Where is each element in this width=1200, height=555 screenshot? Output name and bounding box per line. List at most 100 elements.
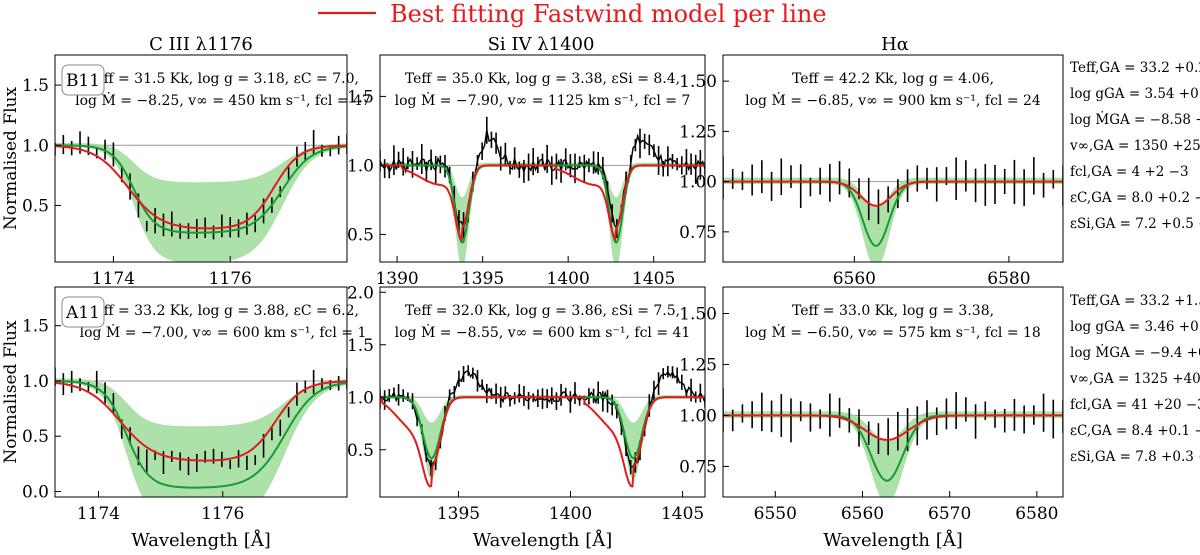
x-tick-label: 6580 xyxy=(1015,504,1058,524)
ga-uncertainty-band xyxy=(55,142,347,262)
x-tick-label: 1400 xyxy=(547,269,590,289)
x-tick-label: 1390 xyxy=(375,269,418,289)
fastwind-best-fit-line xyxy=(55,144,347,230)
star-label-box xyxy=(61,64,105,96)
ga-fit-line xyxy=(55,380,347,489)
ga-parameter-line: fcl,GA = 4 +2 −3 xyxy=(1070,164,1189,180)
panel-1-1: 1395 1400 1405 0.5 1.0 1.5 2.0 Teff = 32.0 Kk, … xyxy=(347,283,706,551)
x-tick-label: 1176 xyxy=(201,504,244,524)
fastwind-best-fit-line xyxy=(55,380,347,462)
y-axis-label: Normalised Flux xyxy=(1,320,21,464)
ga-parameters-b11: Teff,GA = 33.2 +0.2 −0.8 log gGA = 3.54 +… xyxy=(1069,60,1200,232)
legend: Best fitting Fastwind model per line xyxy=(318,0,827,28)
panel-parameter-annotation: Teff = 33.0 Kk, log g = 3.38, xyxy=(792,303,994,319)
y-tick-label: 0.0 xyxy=(22,482,49,502)
x-tick-label: 1395 xyxy=(437,504,480,524)
panel-0-1: 1390 1395 1400 1405 0.5 1.0 1.5 Teff = 35.0 Kk,… xyxy=(347,54,706,289)
ga-parameter-line: εSi,GA = 7.2 +0.5 −0.3 xyxy=(1070,216,1200,232)
panel-frame xyxy=(54,286,348,498)
star-label: B11 xyxy=(66,71,100,91)
ga-parameter-line: fcl,GA = 41 +20 −34 xyxy=(1070,397,1200,413)
panel-parameter-annotation: Teff = 31.5 Kk, log g = 3.18, εC = 7.0, xyxy=(87,71,359,87)
panel-parameter-annotation: log Ṁ = −8.55, v∞ = 600 km s⁻¹, fcl = 41 xyxy=(395,323,691,341)
ga-uncertainty-band xyxy=(723,411,1063,497)
y-tick-label: 1.0 xyxy=(22,372,49,392)
y-tick-label: 1.50 xyxy=(679,72,717,92)
ga-parameter-line: v∞,GA = 1350 +25 −125 xyxy=(1069,138,1200,154)
x-tick-label: 1405 xyxy=(661,504,704,524)
panel-frame xyxy=(722,286,1064,498)
panel-frame xyxy=(379,286,706,498)
panel-frame xyxy=(379,54,706,263)
panel-plot-area xyxy=(723,156,1063,262)
ga-uncertainty-band xyxy=(723,177,1063,262)
panel-plot-area xyxy=(380,116,705,262)
ga-parameter-line: v∞,GA = 1325 +400 −200 xyxy=(1069,371,1200,387)
panel-parameter-annotation: Teff = 32.0 Kk, log g = 3.86, εSi = 7.5, xyxy=(405,303,680,319)
ga-uncertainty-band xyxy=(380,395,705,480)
x-tick-label: 1174 xyxy=(77,504,120,524)
y-tick-label: 0.5 xyxy=(347,441,374,461)
y-tick-label: 0.5 xyxy=(347,225,374,245)
y-tick-label: 0.75 xyxy=(679,223,717,243)
panel-plot-area xyxy=(380,365,705,488)
panel-parameter-annotation: log Ṁ = −8.25, v∞ = 450 km s⁻¹, fcl = 47 xyxy=(75,91,371,109)
fastwind-best-fit-line xyxy=(380,396,705,488)
y-tick-label: 1.50 xyxy=(679,305,717,325)
observed-spectrum xyxy=(723,156,1063,225)
ga-parameter-line: Teff,GA = 33.2 +0.2 −0.8 xyxy=(1070,60,1200,76)
ga-fit-line xyxy=(380,164,705,244)
x-tick-label: 6570 xyxy=(928,504,971,524)
ga-parameter-line: εSi,GA = 7.8 +0.3 −0.4 xyxy=(1070,449,1200,465)
y-tick-label: 1.00 xyxy=(679,173,717,193)
ga-parameter-line: εC,GA = 8.0 +0.2 −0.2 xyxy=(1070,190,1200,206)
fastwind-best-fit-line xyxy=(723,414,1063,441)
panel-parameter-annotation: Teff = 33.2 Kk, log g = 3.88, εC = 6.2, xyxy=(87,303,359,319)
y-axis-label: Normalised Flux xyxy=(1,86,21,230)
panel-1-0: 1174 1176 0.0 0.5 1.0 1.5 Teff = 33.2 Kk, log … xyxy=(1,286,367,551)
ga-uncertainty-band xyxy=(55,378,347,497)
observed-spectrum xyxy=(380,365,705,476)
panel-plot-area xyxy=(55,367,347,497)
ga-parameter-line: log gGA = 3.46 +0.46 −0.14 xyxy=(1070,319,1200,335)
y-tick-label: 1.25 xyxy=(679,355,717,375)
y-tick-label: 0.75 xyxy=(679,457,717,477)
panel-parameter-annotation: log Ṁ = −7.00, v∞ = 600 km s⁻¹, fcl = 1 xyxy=(80,323,367,341)
ga-parameter-line: log ṀGA = −8.58 +0.55 −0.20 xyxy=(1070,111,1200,128)
observed-spectrum xyxy=(380,116,705,243)
y-tick-label: 1.00 xyxy=(679,406,717,426)
y-tick-label: 0.5 xyxy=(22,427,49,447)
ga-parameter-line: εC,GA = 8.4 +0.1 −0.2 xyxy=(1070,423,1200,439)
y-tick-label: 1.0 xyxy=(347,388,374,408)
panel-parameter-annotation: log Ṁ = −6.50, v∞ = 575 km s⁻¹, fcl = 18 xyxy=(745,323,1041,341)
x-tick-label: 1395 xyxy=(461,269,504,289)
ga-parameter-line: Teff,GA = 33.2 +1.5 −1.0 xyxy=(1070,293,1200,309)
ga-parameter-line: log ṀGA = −9.4 +0.3 −0.1 xyxy=(1070,344,1200,361)
panel-parameter-annotation: log Ṁ = −7.90, v∞ = 1125 km s⁻¹, fcl = 7 xyxy=(395,91,691,109)
x-tick-label: 6550 xyxy=(754,504,797,524)
fastwind-best-fit-line xyxy=(723,180,1063,207)
ga-uncertainty-band xyxy=(380,162,705,262)
y-tick-label: 1.0 xyxy=(347,156,374,176)
y-tick-label: 1.5 xyxy=(347,87,374,107)
x-tick-label: 1174 xyxy=(92,269,135,289)
x-tick-label: 6580 xyxy=(987,269,1030,289)
x-axis-label: Wavelength [Å] xyxy=(823,529,963,551)
observed-flux-line xyxy=(380,130,705,231)
x-tick-label: 1405 xyxy=(632,269,675,289)
x-tick-label: 1400 xyxy=(549,504,592,524)
legend-label: Best fitting Fastwind model per line xyxy=(390,0,827,28)
star-label: A11 xyxy=(65,303,100,323)
y-tick-label: 1.5 xyxy=(22,76,49,96)
ga-parameter-line: log gGA = 3.54 +0.06 −0.08 xyxy=(1070,86,1200,102)
y-tick-label: 2.0 xyxy=(347,283,374,303)
panel-frame xyxy=(722,54,1064,263)
y-tick-label: 1.0 xyxy=(22,136,49,156)
column-title-si4: Si IV λ1400 xyxy=(488,34,595,55)
x-axis-label: Wavelength [Å] xyxy=(131,529,271,551)
panel-0-2: 6560 6580 0.75 1.00 1.25 1.50 Teff = 42.2 Kk, … xyxy=(679,54,1064,289)
y-tick-label: 1.25 xyxy=(679,122,717,142)
panel-parameter-annotation: log Ṁ = −6.85, v∞ = 900 km s⁻¹, fcl = 24 xyxy=(745,91,1041,109)
